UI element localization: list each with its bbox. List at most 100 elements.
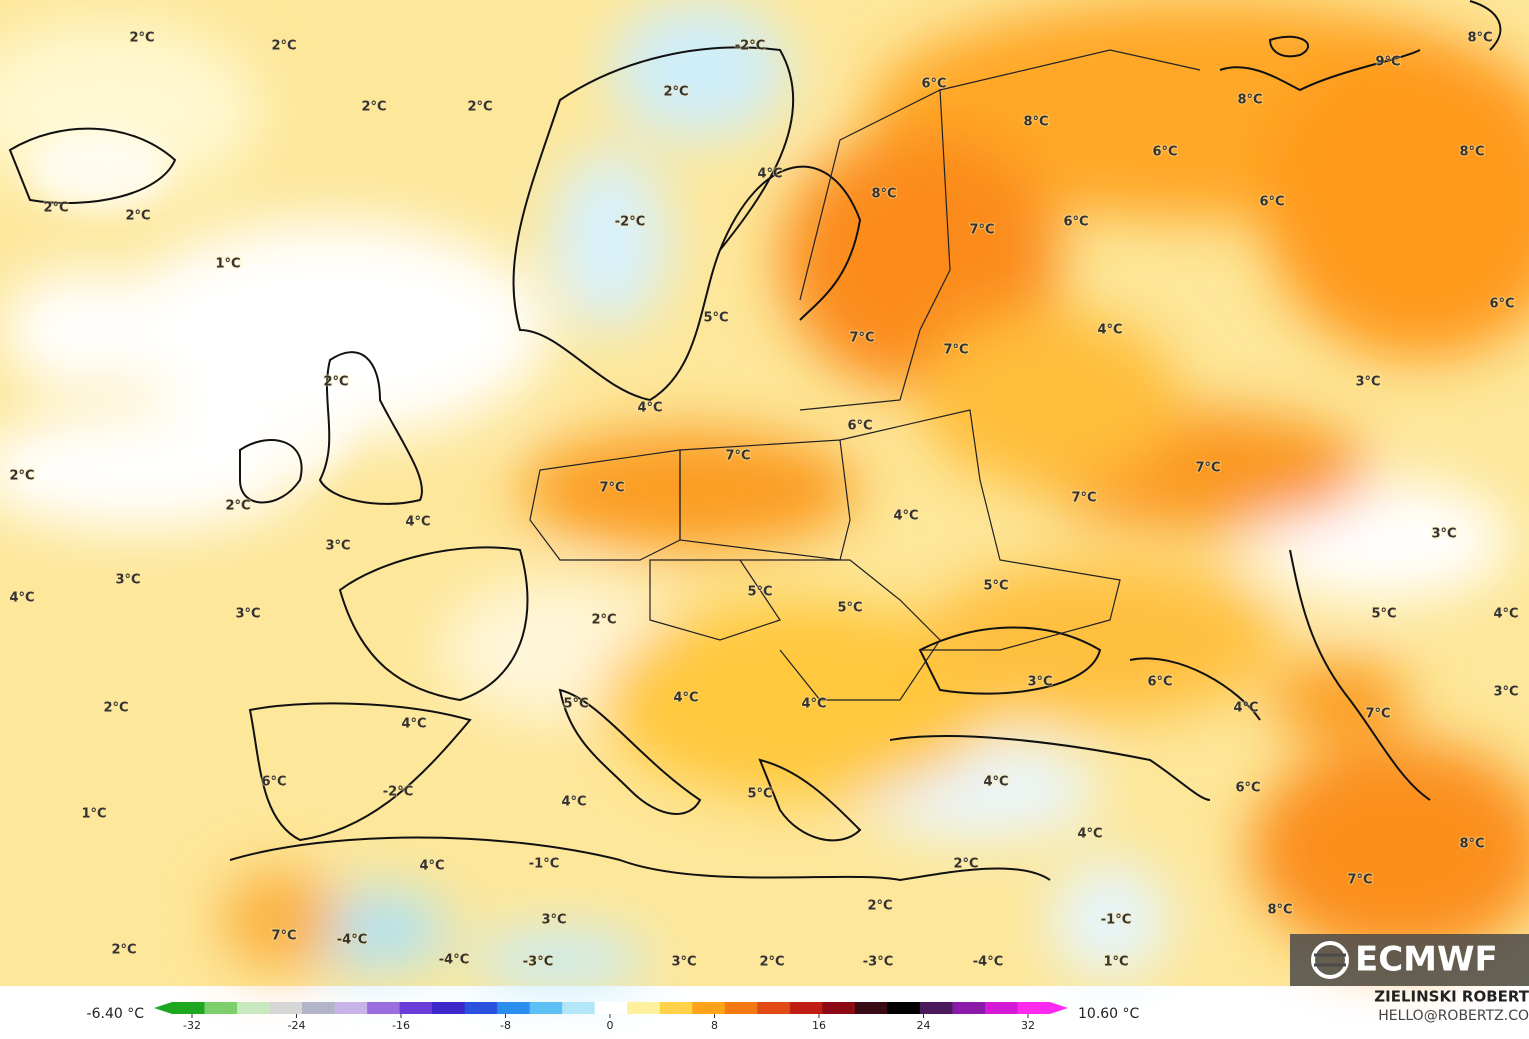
borders: [529, 49, 1201, 701]
colorbar-tick-label: 24: [917, 1019, 931, 1032]
temperature-label: 7°C: [969, 223, 994, 238]
colorbar-tick-label: -32: [183, 1019, 201, 1032]
temperature-label: 8°C: [1237, 93, 1262, 108]
colorbar-tick-label: -16: [392, 1019, 410, 1032]
temperature-label: 4°C: [1097, 323, 1122, 338]
temperature-label: 7°C: [271, 929, 296, 944]
temperature-label: 5°C: [747, 585, 772, 600]
colorbar-segment: [172, 1002, 206, 1014]
colorbar-segment: [1017, 1002, 1051, 1014]
temperature-label: 8°C: [1467, 31, 1492, 46]
temperature-label: -2°C: [383, 785, 413, 800]
credit-name: ZIELINSKI ROBERT: [1374, 988, 1529, 1006]
temperature-label: 8°C: [1023, 115, 1048, 130]
temperature-label: 3°C: [1431, 527, 1456, 542]
colorbar-segment: [919, 1002, 953, 1014]
temperature-label: 4°C: [1233, 701, 1258, 716]
colorbar-segment: [367, 1002, 401, 1014]
temperature-label: 4°C: [637, 401, 662, 416]
temperature-label: 9°C: [1375, 55, 1400, 70]
credit-email: HELLO@ROBERTZ.CO: [1378, 1008, 1529, 1024]
temperature-label: 1°C: [81, 807, 106, 822]
colorbar-max-label: 10.60 °C: [1078, 1006, 1140, 1022]
temperature-label: 2°C: [591, 613, 616, 628]
temperature-label: 2°C: [9, 469, 34, 484]
temperature-label: 2°C: [129, 31, 154, 46]
temperature-label: 2°C: [361, 100, 386, 115]
colorbar-segment: [204, 1002, 238, 1014]
temperature-label: -1°C: [1101, 913, 1131, 928]
temperature-label: 7°C: [1347, 873, 1372, 888]
colorbar-end: [154, 1002, 172, 1014]
temperature-label: 4°C: [673, 691, 698, 706]
colorbar-tick-label: 32: [1021, 1019, 1035, 1032]
colorbar-segment: [692, 1002, 726, 1014]
temperature-label: 5°C: [703, 311, 728, 326]
temperature-label: 6°C: [261, 775, 286, 790]
colorbar-segment: [237, 1002, 271, 1014]
temperature-field: [0, 0, 1529, 990]
temperature-label: 3°C: [541, 913, 566, 928]
temperature-label: 6°C: [847, 419, 872, 434]
colorbar-tick-label: 0: [607, 1019, 614, 1032]
temperature-label: 7°C: [943, 343, 968, 358]
temperature-label: 2°C: [323, 375, 348, 390]
temperature-label: -4°C: [337, 933, 367, 948]
temperature-label: 3°C: [1027, 675, 1052, 690]
temperature-labels: 2°C 2°C -2°C 8°C 2°C 2°C 2°C 9°C 6°C 8°C 8°C 6°C 8°C…: [8, 30, 1519, 971]
colorbar-tick-label: -8: [500, 1019, 511, 1032]
colorbar-segment: [464, 1002, 498, 1014]
temperature-label: 6°C: [1063, 215, 1088, 230]
temperature-label: 2°C: [467, 100, 492, 115]
temperature-label: 2°C: [867, 899, 892, 914]
temperature-label: 3°C: [325, 539, 350, 554]
temperature-label: 8°C: [1267, 903, 1292, 918]
colorbar-min-label: -6.40 °C: [87, 1006, 145, 1022]
temperature-label: 2°C: [663, 85, 688, 100]
colorbar: -32 -24 -16 -8 0 8 16 24 32: [154, 1002, 1068, 1032]
temperature-label: 3°C: [235, 607, 260, 622]
temperature-label: 4°C: [9, 591, 34, 606]
temperature-label: 2°C: [103, 701, 128, 716]
temperature-label: 4°C: [419, 859, 444, 874]
colorbar-tick-label: -24: [288, 1019, 306, 1032]
colorbar-area: -6.40 °C 10.60 °C -32 -24 -16 -8 0 8 16 24 32 ZI…: [87, 988, 1529, 1033]
colorbar-segment: [659, 1002, 693, 1014]
temperature-label: 5°C: [983, 579, 1008, 594]
temperature-label: -2°C: [735, 39, 765, 54]
temperature-label: 4°C: [561, 795, 586, 810]
colorbar-tick-label: 16: [812, 1019, 826, 1032]
temperature-label: 6°C: [1147, 675, 1172, 690]
temperature-label: -3°C: [863, 955, 893, 970]
temperature-label: 2°C: [759, 955, 784, 970]
temperature-label: 7°C: [1365, 707, 1390, 722]
temperature-label: 4°C: [801, 697, 826, 712]
colorbar-segment: [887, 1002, 921, 1014]
colorbar-segment: [822, 1002, 856, 1014]
colorbar-segment: [432, 1002, 466, 1014]
temperature-label: 4°C: [1493, 607, 1518, 622]
temperature-label: 6°C: [1152, 145, 1177, 160]
colorbar-segment: [269, 1002, 303, 1014]
temperature-label: 3°C: [115, 573, 140, 588]
colorbar-segment: [789, 1002, 823, 1014]
temperature-label: 6°C: [921, 77, 946, 92]
temperature-label: -4°C: [973, 955, 1003, 970]
temperature-label: 4°C: [405, 515, 430, 530]
temperature-label: 2°C: [111, 943, 136, 958]
colorbar-segment: [984, 1002, 1018, 1014]
temperature-label: 4°C: [893, 509, 918, 524]
temperature-label: -3°C: [523, 955, 553, 970]
temperature-label: 2°C: [271, 39, 296, 54]
coastlines: [8, 0, 1502, 882]
colorbar-segment: [399, 1002, 433, 1014]
logo-text: ECMWF: [1355, 940, 1498, 980]
temperature-label: 4°C: [757, 167, 782, 182]
colorbar-end: [1050, 1002, 1068, 1014]
temperature-label: 4°C: [401, 717, 426, 732]
temperature-label: 5°C: [837, 601, 862, 616]
temperature-label: 2°C: [125, 209, 150, 224]
temperature-label: -2°C: [615, 215, 645, 230]
colorbar-tick-label: 8: [711, 1019, 718, 1032]
